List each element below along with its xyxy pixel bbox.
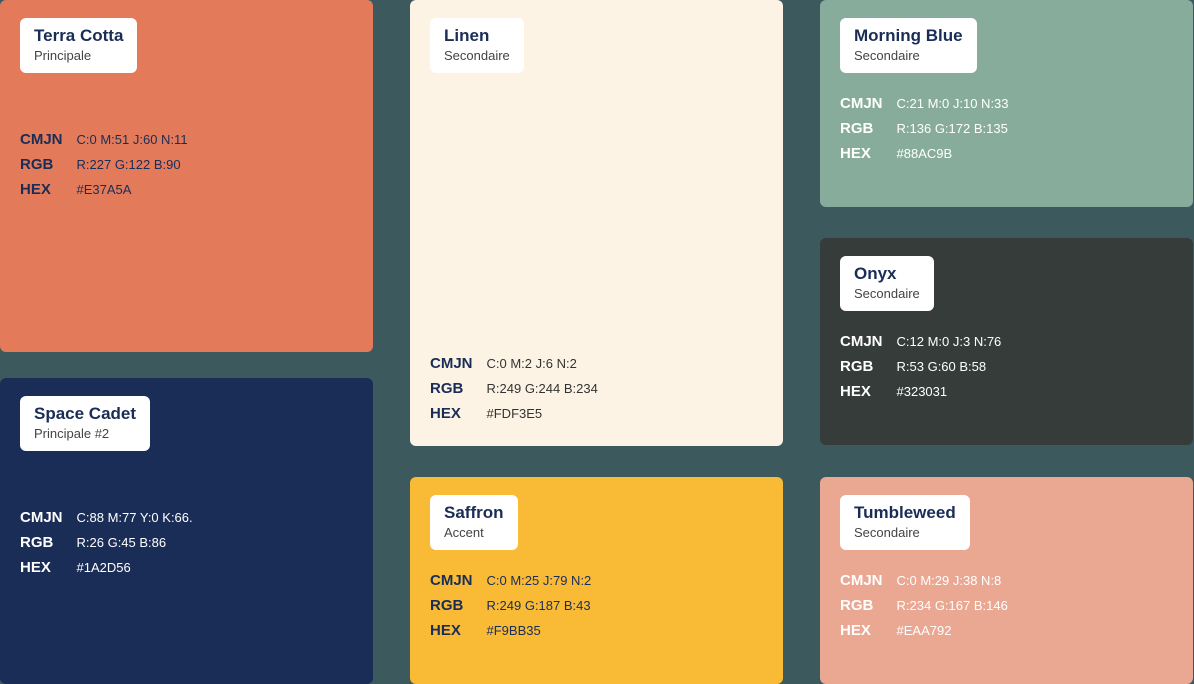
spec-val-hex: #FDF3E5 [487, 405, 598, 430]
swatch-name: Onyx [854, 264, 920, 284]
spec-row-cmjn: CMJNC:0 M:2 J:6 N:2 [430, 355, 598, 380]
spec-row-cmjn: CMJNC:0 M:29 J:38 N:8 [840, 572, 1008, 597]
color-swatch-terracotta: Terra Cotta Principale CMJNC:0 M:51 J:60 N… [0, 0, 373, 352]
spec-key-cmjn: CMJN [840, 333, 897, 358]
spec-key-cmjn: CMJN [20, 131, 77, 156]
spec-key-cmjn: CMJN [840, 95, 897, 120]
swatch-name: Saffron [444, 503, 504, 523]
spec-row-rgb: RGBR:136 G:172 B:135 [840, 120, 1009, 145]
spec-val-cmjn: C:88 M:77 Y:0 K:66. [77, 509, 193, 534]
spec-val-cmjn: C:0 M:51 J:60 N:11 [77, 131, 188, 156]
spec-val-rgb: R:227 G:122 B:90 [77, 156, 188, 181]
swatch-label-box: Terra Cotta Principale [20, 18, 137, 73]
spec-val-cmjn: C:21 M:0 J:10 N:33 [897, 95, 1009, 120]
swatch-name: Morning Blue [854, 26, 963, 46]
spec-row-cmjn: CMJNC:88 M:77 Y:0 K:66. [20, 509, 193, 534]
spec-row-hex: HEX#323031 [840, 383, 1001, 408]
spec-val-hex: #1A2D56 [77, 559, 193, 584]
spec-row-hex: HEX#1A2D56 [20, 559, 193, 584]
spec-key-cmjn: CMJN [430, 572, 487, 597]
swatch-name: Linen [444, 26, 510, 46]
spec-val-rgb: R:53 G:60 B:58 [897, 358, 1002, 383]
spec-val-hex: #EAA792 [897, 622, 1008, 647]
spec-key-rgb: RGB [430, 380, 487, 405]
swatch-specs: CMJNC:0 M:29 J:38 N:8RGBR:234 G:167 B:14… [840, 572, 1008, 647]
swatch-role: Principale #2 [34, 426, 136, 441]
swatch-role: Secondaire [854, 286, 920, 301]
spec-val-rgb: R:234 G:167 B:146 [897, 597, 1008, 622]
spec-key-rgb: RGB [840, 120, 897, 145]
spec-key-cmjn: CMJN [840, 572, 897, 597]
spec-val-cmjn: C:12 M:0 J:3 N:76 [897, 333, 1002, 358]
spec-row-rgb: RGBR:249 G:187 B:43 [430, 597, 591, 622]
swatch-role: Principale [34, 48, 123, 63]
spec-val-cmjn: C:0 M:2 J:6 N:2 [487, 355, 598, 380]
swatch-label-box: Linen Secondaire [430, 18, 524, 73]
spec-row-rgb: RGBR:227 G:122 B:90 [20, 156, 188, 181]
spec-val-rgb: R:249 G:244 B:234 [487, 380, 598, 405]
spec-key-hex: HEX [840, 383, 897, 408]
spec-key-hex: HEX [430, 622, 487, 647]
spec-row-cmjn: CMJNC:0 M:25 J:79 N:2 [430, 572, 591, 597]
swatch-role: Secondaire [444, 48, 510, 63]
spec-val-cmjn: C:0 M:25 J:79 N:2 [487, 572, 592, 597]
color-swatch-onyx: Onyx Secondaire CMJNC:12 M:0 J:3 N:76RGBR:… [820, 238, 1193, 445]
swatch-name: Tumbleweed [854, 503, 956, 523]
color-swatch-linen: Linen Secondaire CMJNC:0 M:2 J:6 N:2RGBR:2… [410, 0, 783, 446]
spec-key-cmjn: CMJN [430, 355, 487, 380]
spec-row-hex: HEX#E37A5A [20, 181, 188, 206]
spec-row-hex: HEX#F9BB35 [430, 622, 591, 647]
swatch-specs: CMJNC:21 M:0 J:10 N:33RGBR:136 G:172 B:1… [840, 95, 1009, 170]
spec-val-rgb: R:136 G:172 B:135 [897, 120, 1009, 145]
color-swatch-tumbleweed: Tumbleweed Secondaire CMJNC:0 M:29 J:38 N:… [820, 477, 1193, 684]
spec-row-hex: HEX#EAA792 [840, 622, 1008, 647]
swatch-specs: CMJNC:88 M:77 Y:0 K:66.RGBR:26 G:45 B:86… [20, 509, 193, 584]
swatch-label-box: Morning Blue Secondaire [840, 18, 977, 73]
spec-row-rgb: RGBR:249 G:244 B:234 [430, 380, 598, 405]
swatch-specs: CMJNC:0 M:51 J:60 N:11RGBR:227 G:122 B:9… [20, 131, 188, 206]
swatch-specs: CMJNC:0 M:2 J:6 N:2RGBR:249 G:244 B:234H… [430, 355, 598, 430]
spec-row-cmjn: CMJNC:21 M:0 J:10 N:33 [840, 95, 1009, 120]
spec-row-hex: HEX#FDF3E5 [430, 405, 598, 430]
swatch-label-box: Space Cadet Principale #2 [20, 396, 150, 451]
swatch-label-box: Onyx Secondaire [840, 256, 934, 311]
spec-val-hex: #323031 [897, 383, 1002, 408]
spec-key-rgb: RGB [20, 534, 77, 559]
swatch-name: Space Cadet [34, 404, 136, 424]
spec-val-rgb: R:26 G:45 B:86 [77, 534, 193, 559]
swatch-name: Terra Cotta [34, 26, 123, 46]
spec-row-hex: HEX#88AC9B [840, 145, 1009, 170]
swatch-specs: CMJNC:0 M:25 J:79 N:2RGBR:249 G:187 B:43… [430, 572, 591, 647]
spec-val-hex: #E37A5A [77, 181, 188, 206]
spec-row-rgb: RGBR:53 G:60 B:58 [840, 358, 1001, 383]
swatch-label-box: Tumbleweed Secondaire [840, 495, 970, 550]
spec-val-hex: #F9BB35 [487, 622, 592, 647]
color-swatch-morningblue: Morning Blue Secondaire CMJNC:21 M:0 J:10 … [820, 0, 1193, 207]
spec-row-rgb: RGBR:234 G:167 B:146 [840, 597, 1008, 622]
spec-key-rgb: RGB [430, 597, 487, 622]
spec-key-rgb: RGB [20, 156, 77, 181]
spec-key-hex: HEX [840, 622, 897, 647]
spec-key-hex: HEX [840, 145, 897, 170]
swatch-role: Accent [444, 525, 504, 540]
spec-val-cmjn: C:0 M:29 J:38 N:8 [897, 572, 1008, 597]
spec-key-cmjn: CMJN [20, 509, 77, 534]
spec-row-cmjn: CMJNC:0 M:51 J:60 N:11 [20, 131, 188, 156]
spec-key-hex: HEX [20, 559, 77, 584]
spec-val-rgb: R:249 G:187 B:43 [487, 597, 592, 622]
swatch-specs: CMJNC:12 M:0 J:3 N:76RGBR:53 G:60 B:58HE… [840, 333, 1001, 408]
swatch-role: Secondaire [854, 525, 956, 540]
swatch-role: Secondaire [854, 48, 963, 63]
color-swatch-saffron: Saffron Accent CMJNC:0 M:25 J:79 N:2RGBR:2… [410, 477, 783, 684]
swatch-label-box: Saffron Accent [430, 495, 518, 550]
spec-row-rgb: RGBR:26 G:45 B:86 [20, 534, 193, 559]
spec-key-rgb: RGB [840, 597, 897, 622]
color-swatch-spacecadet: Space Cadet Principale #2 CMJNC:88 M:77 Y:… [0, 378, 373, 684]
spec-key-rgb: RGB [840, 358, 897, 383]
spec-key-hex: HEX [430, 405, 487, 430]
spec-key-hex: HEX [20, 181, 77, 206]
spec-row-cmjn: CMJNC:12 M:0 J:3 N:76 [840, 333, 1001, 358]
spec-val-hex: #88AC9B [897, 145, 1009, 170]
